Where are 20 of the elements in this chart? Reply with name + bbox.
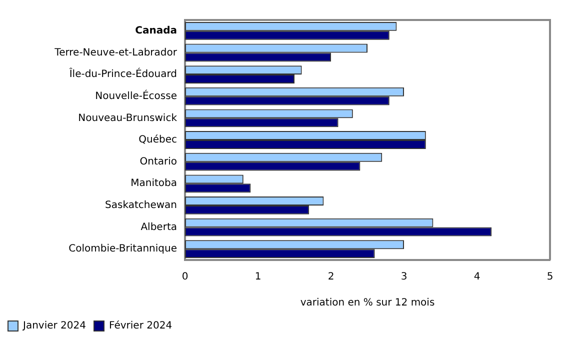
y-tick-label: Île-du-Prince-Édouard	[69, 67, 177, 80]
y-tick-label: Nouveau-Brunswick	[78, 112, 178, 124]
y-tick-label: Nouvelle-Écosse	[95, 88, 177, 102]
x-tick-label: 0	[182, 272, 188, 283]
y-tick-label: Québec	[138, 134, 177, 146]
x-tick-label: 5	[546, 272, 554, 283]
x-tick-label: 2	[328, 272, 334, 283]
y-tick-label: Terre-Neuve-et-Labrador	[54, 47, 178, 58]
y-tick-label: Colombie-Britannique	[68, 244, 177, 255]
legend-label: Février 2024	[109, 320, 172, 332]
legend-label: Janvier 2024	[22, 320, 86, 332]
y-tick-label: Ontario	[140, 156, 177, 168]
y-tick-label: Saskatchewan	[105, 200, 177, 212]
x-tick-label: 1	[254, 272, 262, 283]
y-tick-label: Canada	[135, 26, 177, 37]
x-axis-title: variation en % sur 12 mois	[300, 298, 435, 309]
y-tick-label: Alberta	[140, 222, 177, 233]
x-tick-label: 3	[400, 272, 408, 283]
y-tick-label: Manitoba	[130, 178, 177, 190]
x-tick-label: 4	[474, 272, 480, 283]
